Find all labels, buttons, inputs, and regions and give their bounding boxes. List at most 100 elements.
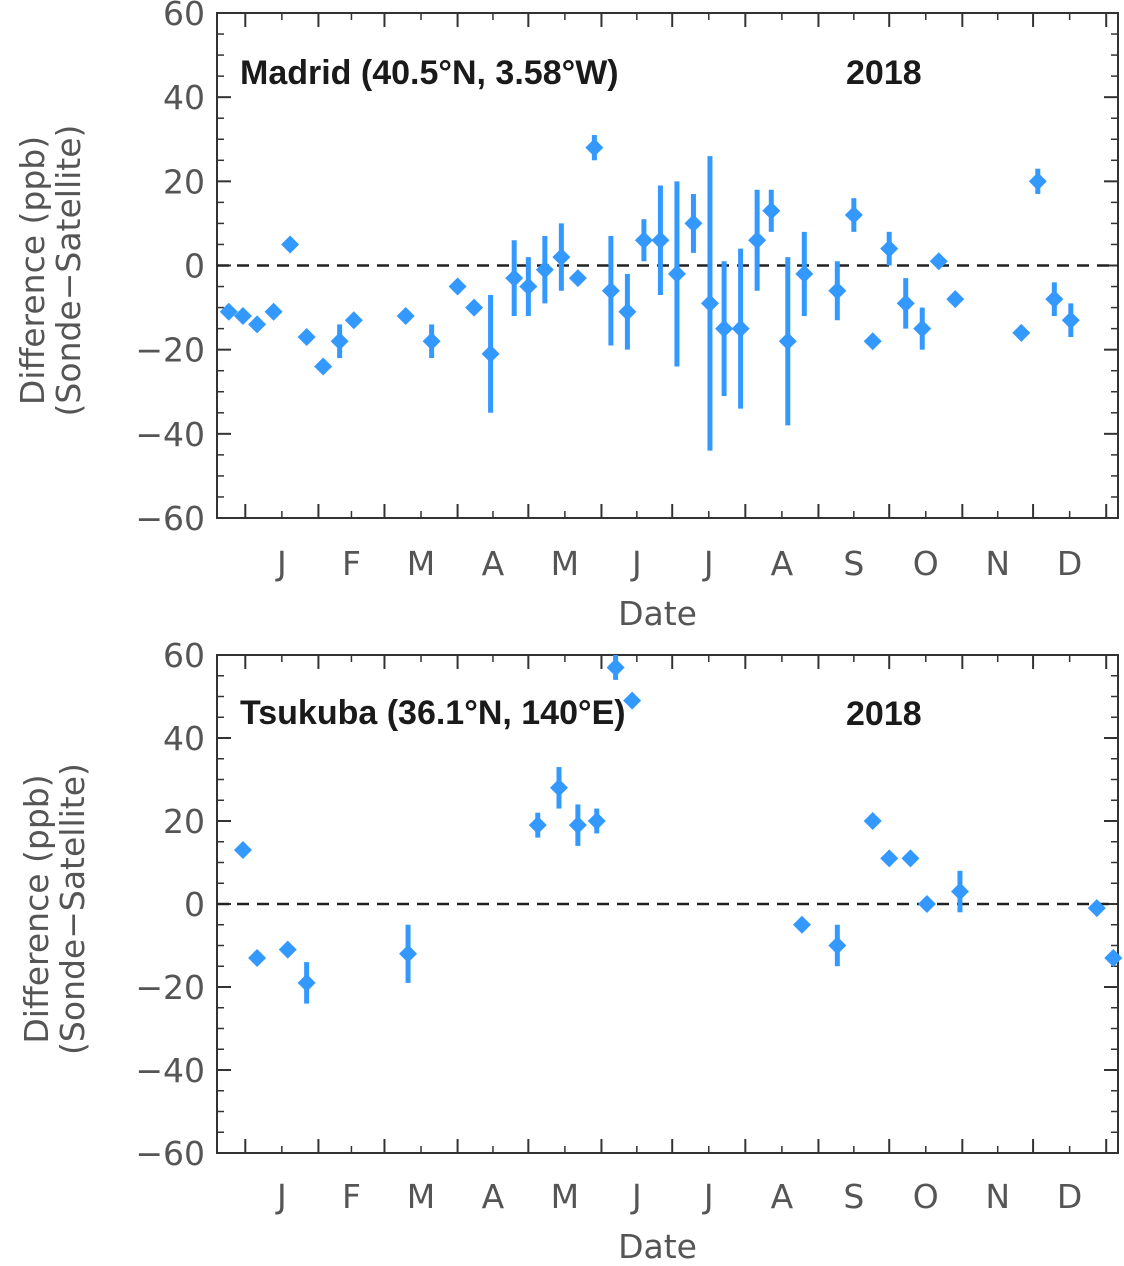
data-point [281,235,300,254]
data-point [550,778,569,797]
data-point [828,936,847,955]
data-point [901,849,920,868]
data-point [481,344,500,363]
data-point [1061,311,1080,330]
data-point [330,332,349,351]
x-month-label: D [1057,1177,1082,1216]
data-point [233,841,252,860]
data-point [422,332,441,351]
y-tick-label: 60 [163,0,205,33]
data-point [248,948,267,967]
data-point [715,319,734,338]
x-month-label: M [407,544,435,583]
data-point [297,973,316,992]
y-axis-title: Difference (ppb) [13,136,52,405]
x-month-label: M [551,544,579,583]
x-axis-title: Date [618,1227,697,1266]
data-point [448,277,467,296]
data-point [219,302,238,321]
data-point [552,248,571,267]
x-axis-title: Date [618,594,697,633]
data-point [792,915,811,934]
data-point [946,290,965,309]
data-point [762,201,781,220]
data-point [278,940,297,959]
data-point [1087,899,1106,918]
y-tick-label: 40 [163,78,205,117]
y-axis-subtitle: (Sonde−Satellite) [49,125,88,417]
x-month-label: D [1057,544,1082,583]
y-tick-label: 60 [163,636,205,675]
x-month-label: S [843,544,864,583]
y-tick-label: 0 [184,247,205,286]
x-month-label: A [771,1177,794,1216]
data-point [778,332,797,351]
data-point [264,302,283,321]
x-month-label: N [985,1177,1010,1216]
data-point [913,319,932,338]
madrid-panel: −60 −40 −20 0 20 40 60 J F M A M J J A S O N D Madrid (40.5… [13,0,1119,633]
x-month-label: A [482,1177,505,1216]
x-month-label: N [985,544,1010,583]
y-axis-subtitle: (Sonde−Satellite) [53,763,92,1055]
data-point [880,849,899,868]
data-point [1028,172,1047,191]
data-point [606,658,625,677]
data-point [1045,290,1064,309]
data-point [519,277,538,296]
x-month-label: F [342,1177,361,1216]
y-tick-label: −60 [135,499,205,538]
x-month-label: A [771,544,794,583]
y-tick-label: 0 [184,885,205,924]
x-month-label: J [702,1177,714,1216]
x-month-label: J [275,1177,287,1216]
x-month-label: S [843,1177,864,1216]
x-month-label: O [913,1177,939,1216]
x-month-label: F [342,544,361,583]
station-label: Madrid (40.5°N, 3.58°W) [240,54,619,92]
data-point [651,231,670,250]
data-point [601,281,620,300]
y-tick-label: −60 [135,1134,205,1173]
data-point [748,231,767,250]
data-point [314,357,333,376]
data-point [535,260,554,279]
year-label: 2018 [846,54,922,92]
x-month-label: M [407,1177,435,1216]
data-point [863,332,882,351]
data-point [795,264,814,283]
data-point [917,895,936,913]
data-point [505,269,524,288]
data-point [700,294,719,313]
data-point [618,302,637,321]
x-month-label: J [630,544,642,583]
x-month-label: J [630,1177,642,1216]
data-point [731,319,750,338]
data-point [684,214,703,233]
data-point [344,311,363,330]
y-axis-title: Difference (ppb) [17,774,56,1043]
data-point [623,691,642,710]
data-point [1012,323,1031,342]
y-tick-label: 40 [163,719,205,758]
data-point [465,298,484,317]
data-point [399,944,418,963]
data-point [844,206,863,224]
x-month-label: J [702,544,714,583]
x-month-label: J [275,544,287,583]
x-month-label: M [551,1177,579,1216]
y-tick-label: −40 [135,1051,205,1090]
y-tick-label: 20 [163,162,205,201]
data-point [568,816,587,835]
data-point [568,269,587,288]
data-point [950,882,969,901]
x-month-label: O [913,544,939,583]
data-point [667,264,686,283]
data-point [828,281,847,300]
station-label: Tsukuba (36.1°N, 140°E) [240,694,626,732]
y-tick-label: −20 [135,331,205,370]
data-point [528,816,547,835]
data-point [587,812,606,830]
data-point [634,231,653,250]
